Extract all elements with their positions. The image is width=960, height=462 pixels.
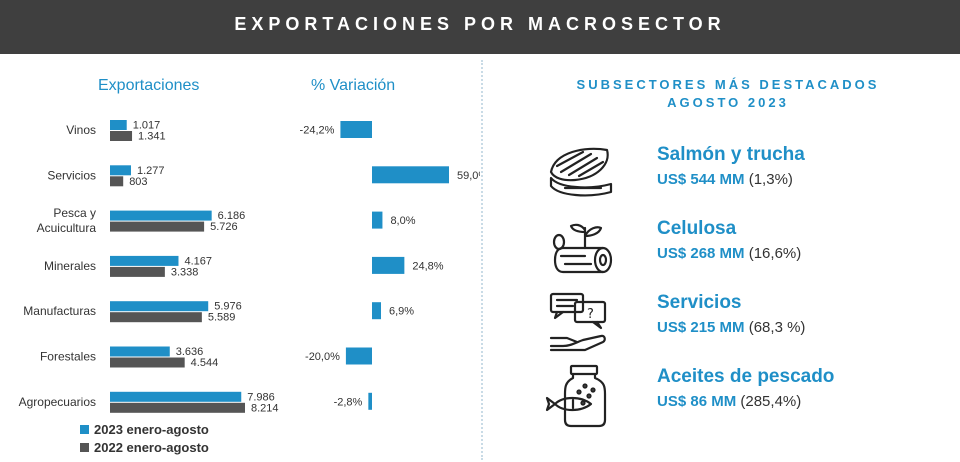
bar-label-2023: 5.976 — [214, 301, 242, 313]
legend-label-2023: 2023 enero-agosto — [94, 422, 209, 437]
subsector-value: US$ 268 MM (16,6%) — [657, 245, 801, 262]
bar-2022 — [110, 131, 133, 141]
bar-2022 — [110, 266, 165, 277]
fish-jar-icon — [545, 364, 607, 428]
category-label: Agropecuarios — [19, 395, 96, 409]
bar-2023 — [110, 210, 212, 221]
section-divider — [481, 60, 483, 460]
bar-label-2022: 5.726 — [210, 221, 238, 233]
subsector-change: (68,3 %) — [748, 319, 806, 336]
bar-label-2023: 3.636 — [176, 346, 204, 358]
bar-label-2022: 3.338 — [171, 266, 199, 278]
bar-label-2022: 4.544 — [191, 357, 219, 369]
subsector-amount: US$ 268 MM — [657, 245, 745, 262]
category-label: Vinos — [66, 123, 96, 137]
services-chat-icon: ? — [549, 292, 607, 352]
subsector-value: US$ 544 MM (1,3%) — [657, 171, 793, 188]
svg-text:?: ? — [587, 307, 594, 322]
bar-label-2022: 1.341 — [138, 131, 166, 143]
bar-2023 — [110, 346, 170, 357]
subsector-name: Celulosa — [657, 218, 737, 239]
variation-label: -2,8% — [334, 396, 363, 408]
bar-2022 — [110, 176, 124, 187]
variation-label: 8,0% — [390, 215, 415, 227]
variation-column-title: % Variación — [311, 77, 396, 94]
subsectors-title: SUBSECTORES MÁS DESTACADOS AGOSTO 2023 — [560, 76, 896, 112]
variation-bar — [372, 302, 382, 320]
legend-item-2023: 2023 enero-agosto — [80, 422, 209, 437]
variation-bar — [372, 166, 449, 184]
variation-bar — [345, 347, 372, 365]
category-label-line: Manufacturas — [23, 304, 96, 318]
subsector-name: Salmón y trucha — [657, 144, 805, 165]
category-label: Servicios — [47, 168, 96, 182]
subsector-amount: US$ 544 MM — [657, 171, 745, 188]
category-label-line: Vinos — [66, 123, 96, 137]
subsector-change: (16,6%) — [748, 245, 802, 262]
bar-label-2023: 1.277 — [137, 165, 165, 177]
bar-label-2023: 4.167 — [184, 255, 212, 267]
category-label: Minerales — [44, 259, 96, 273]
salmon-icon — [549, 147, 613, 197]
subsector-amount: US$ 215 MM — [657, 319, 745, 336]
category-label: Forestales — [40, 350, 96, 364]
subsector-item-aceites: Aceites de pescado US$ 86 MM (285,4%) — [545, 364, 945, 434]
bar-2023 — [110, 120, 127, 130]
subsector-change: (285,4%) — [740, 393, 802, 410]
variation-label: 24,8% — [412, 260, 443, 272]
bar-2022 — [110, 402, 245, 413]
variation-bar — [372, 211, 383, 229]
subsector-amount: US$ 86 MM — [657, 393, 737, 410]
legend-label-2022: 2022 enero-agosto — [94, 440, 209, 455]
subsectors-title-line2: AGOSTO 2023 — [667, 95, 789, 110]
variation-label: 59,0% — [457, 170, 480, 182]
variation-label: -20,0% — [305, 351, 340, 363]
variation-bar — [368, 392, 372, 410]
variation-bar — [372, 256, 405, 274]
variation-label: 6,9% — [389, 306, 414, 318]
subsector-item-salmon: Salmón y trucha US$ 544 MM (1,3%) — [545, 142, 945, 212]
subsector-name: Aceites de pescado — [657, 366, 835, 387]
category-label: Pesca y Acuicultura — [37, 206, 97, 235]
category-label-line: Agropecuarios — [19, 395, 96, 409]
category-label-line: Pesca y — [53, 206, 96, 220]
subsector-change: (1,3%) — [748, 171, 793, 188]
subsector-name: Servicios — [657, 292, 742, 313]
legend-item-2022: 2022 enero-agosto — [80, 440, 209, 455]
subsectors-title-line1: SUBSECTORES MÁS DESTACADOS — [576, 77, 880, 92]
category-label-line: Minerales — [44, 259, 96, 273]
category-label-line: Acuicultura — [37, 221, 97, 235]
variation-label: -24,2% — [300, 125, 335, 137]
bar-label-2022: 803 — [129, 176, 147, 188]
subsector-item-celulosa: Celulosa US$ 268 MM (16,6%) — [545, 216, 945, 286]
bar-2023 — [110, 165, 131, 176]
subsector-value: US$ 86 MM (285,4%) — [657, 393, 801, 410]
category-label-line: Servicios — [47, 168, 96, 182]
subsector-item-servicios: ? Servicios US$ 215 MM (68,3 %) — [545, 290, 945, 360]
subsector-value: US$ 215 MM (68,3 %) — [657, 319, 805, 336]
page-header: EXPORTACIONES POR MACROSECTOR — [0, 0, 960, 54]
bar-2022 — [110, 312, 202, 323]
exports-column-title: Exportaciones — [98, 77, 200, 94]
bar-2023 — [110, 301, 209, 312]
variation-bar — [340, 121, 372, 138]
bar-label-2023: 7.986 — [247, 391, 275, 403]
legend-swatch-2023 — [80, 425, 89, 434]
bar-label-2022: 5.589 — [208, 312, 236, 324]
legend-swatch-2022 — [80, 443, 89, 452]
bar-2022 — [110, 221, 205, 232]
bar-label-2023: 1.017 — [133, 120, 161, 132]
bar-2023 — [110, 255, 179, 266]
log-sprout-icon — [552, 223, 613, 274]
category-label-line: Forestales — [40, 350, 96, 364]
bar-label-2022: 8.214 — [251, 402, 279, 414]
bar-2023 — [110, 391, 242, 402]
category-label: Manufacturas — [23, 304, 96, 318]
bar-2022 — [110, 357, 185, 368]
bar-label-2023: 6.186 — [218, 210, 246, 222]
page-title: EXPORTACIONES POR MACROSECTOR — [234, 14, 726, 34]
